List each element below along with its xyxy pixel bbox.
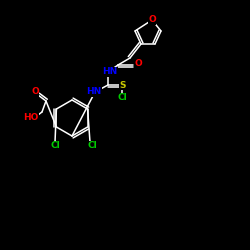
Text: HN: HN xyxy=(102,68,118,76)
Text: Cl: Cl xyxy=(117,94,127,102)
Text: O: O xyxy=(134,58,142,68)
Text: O: O xyxy=(148,16,156,24)
Text: Cl: Cl xyxy=(87,142,97,150)
Text: O: O xyxy=(31,88,39,96)
Text: HO: HO xyxy=(23,114,39,122)
Text: S: S xyxy=(120,80,126,90)
Text: Cl: Cl xyxy=(50,142,60,150)
Text: HN: HN xyxy=(86,88,102,96)
